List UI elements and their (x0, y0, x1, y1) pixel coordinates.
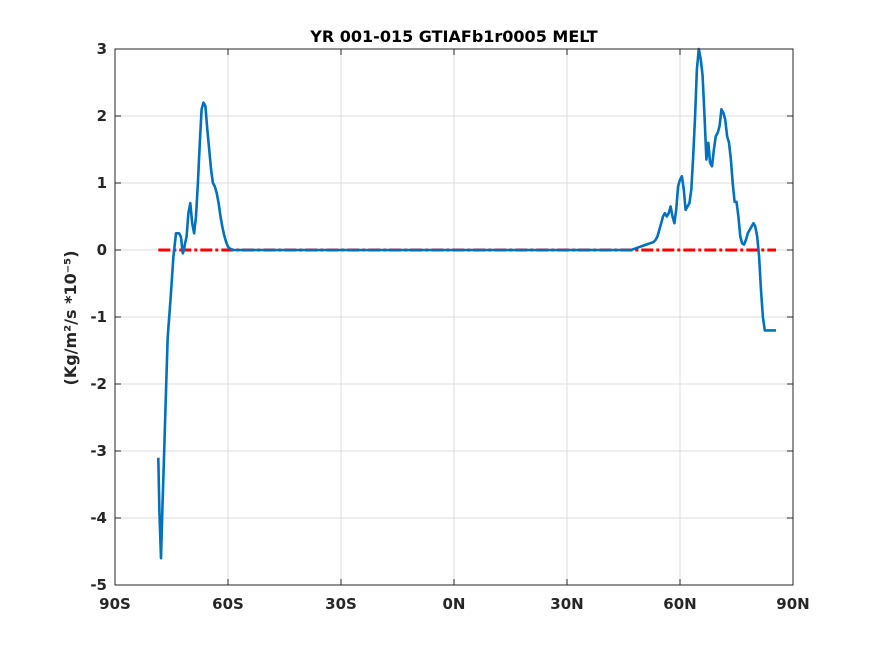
x-tick-label: 90N (776, 595, 809, 613)
x-tick-label: 60N (663, 595, 696, 613)
melt-series-line (157, 47, 776, 560)
y-tick-label: 2 (97, 107, 107, 125)
x-tick-labels: 90S 60S 30S 0N 30N 60N 90N (99, 595, 810, 613)
y-tick-label: -4 (90, 509, 107, 527)
ticks (114, 48, 794, 586)
chart-title: YR 001-015 GTIAFb1r0005 MELT (309, 27, 597, 46)
x-tick-label: 60S (212, 595, 244, 613)
y-tick-label: 0 (97, 241, 107, 259)
x-tick-label: 30N (550, 595, 583, 613)
y-tick-label: -1 (90, 308, 107, 326)
x-tick-label: 30S (325, 595, 357, 613)
x-tick-label: 0N (443, 595, 466, 613)
y-tick-labels: -5 -4 -3 -2 -1 0 1 2 3 (90, 40, 107, 594)
y-tick-label: 1 (97, 174, 107, 192)
x-tick-label: 90S (99, 595, 131, 613)
y-tick-label: -5 (90, 576, 107, 594)
y-tick-label: -2 (90, 375, 107, 393)
y-tick-label: 3 (97, 40, 107, 58)
y-tick-label: -3 (90, 442, 107, 460)
y-axis-label: (Kg/m²/s *10⁻⁵) (61, 250, 80, 385)
series (157, 47, 776, 560)
